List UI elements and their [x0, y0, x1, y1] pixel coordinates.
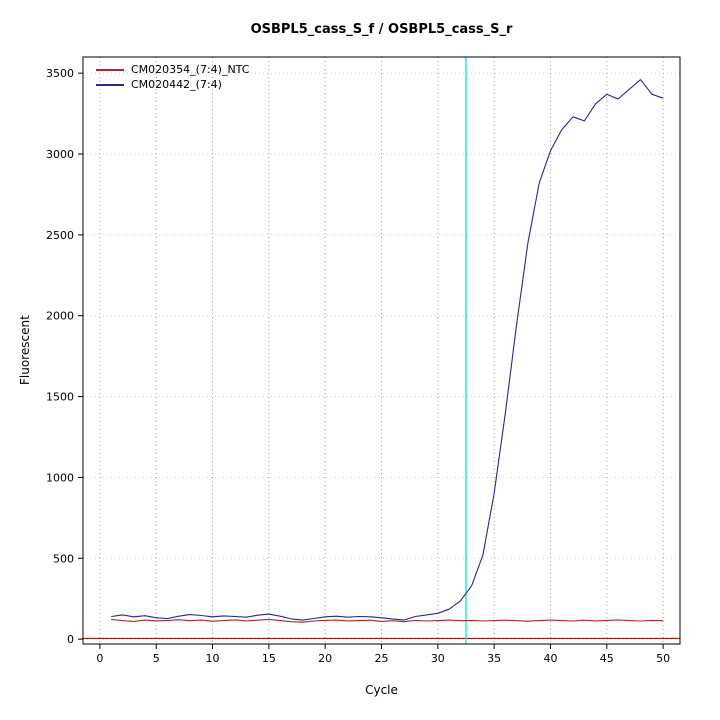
y-tick-label: 2500 [46, 229, 74, 242]
legend: CM020354_(7:4)_NTC CM020442_(7:4) [96, 62, 249, 92]
series-line-1 [111, 79, 664, 621]
x-tick-label: 50 [656, 652, 670, 665]
x-tick-label: 15 [262, 652, 276, 665]
legend-label-ntc: CM020354_(7:4)_NTC [131, 63, 250, 76]
x-axis-label: Cycle [365, 683, 398, 697]
legend-item-sample: CM020442_(7:4) [96, 77, 249, 92]
x-tick-label: 40 [543, 652, 557, 665]
y-tick-label: 2000 [46, 310, 74, 323]
x-tick-label: 10 [206, 652, 220, 665]
x-tick-label: 25 [375, 652, 389, 665]
x-tick-label: 20 [318, 652, 332, 665]
y-tick-label: 1500 [46, 391, 74, 404]
y-tick-label: 0 [67, 633, 74, 646]
legend-label-sample: CM020442_(7:4) [131, 78, 222, 91]
page-title: OSBPL5_cass_S_f / OSBPL5_cass_S_r [250, 22, 513, 37]
y-tick-label: 3500 [46, 67, 74, 80]
series-line-0 [111, 618, 664, 623]
x-tick-label: 30 [431, 652, 445, 665]
x-tick-label: 0 [96, 652, 103, 665]
legend-line-swatch-ntc [96, 68, 124, 71]
y-tick-label: 500 [53, 552, 74, 565]
y-axis-label: Fluorescent [18, 315, 32, 386]
x-tick-label: 5 [153, 652, 160, 665]
x-tick-label: 35 [487, 652, 501, 665]
y-tick-label: 3000 [46, 148, 74, 161]
x-tick-label: 45 [600, 652, 614, 665]
legend-line-swatch-sample [96, 83, 124, 86]
y-tick-label: 1000 [46, 471, 74, 484]
legend-item-ntc: CM020354_(7:4)_NTC [96, 62, 249, 77]
